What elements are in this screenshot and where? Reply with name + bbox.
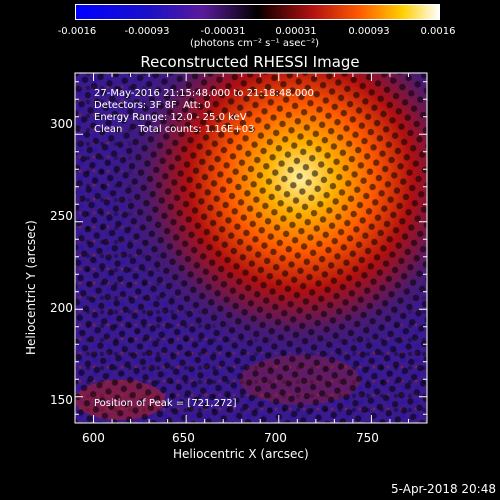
colorbar-tick: 0.00031 [275,26,317,37]
y-tick-label: 250 [50,209,73,223]
x-tick-label: 700 [264,431,287,445]
colorbar-unit: (photons cm⁻² s⁻¹ asec⁻²) [190,38,320,49]
info-line-detectors: Detectors: 3F 8F Att: 0 [94,100,211,111]
colorbar-tick: -0.00031 [200,26,246,37]
colorbar-tick: 0.00093 [348,26,390,37]
y-axis-label: Heliocentric Y (arcsec) [24,220,38,355]
generation-timestamp: 5-Apr-2018 20:48 [391,482,496,496]
y-tick-label: 300 [50,117,73,131]
x-tick-label: 600 [82,431,105,445]
info-line-counts: Clean Total counts: 1.16E+03 [94,124,255,135]
colorbar-tick: -0.00093 [124,26,170,37]
plot-title: Reconstructed RHESSI Image [140,53,360,71]
x-axis-label: Heliocentric X (arcsec) [173,447,309,461]
info-line-energy: Energy Range: 12.0 - 25.0 keV [94,112,247,123]
colorbar-tick: -0.0016 [57,26,97,37]
y-tick-label: 150 [50,393,73,407]
info-line-time: 27-May-2016 21:15:48.000 to 21:18:48.000 [94,88,314,99]
x-tick-label: 750 [356,431,379,445]
x-tick-label: 650 [172,431,195,445]
peak-position-label: Position of Peak = [721,272] [94,398,237,409]
y-tick-label: 200 [50,301,73,315]
colorbar-tick: 0.0016 [420,26,456,37]
colorbar [75,4,440,20]
